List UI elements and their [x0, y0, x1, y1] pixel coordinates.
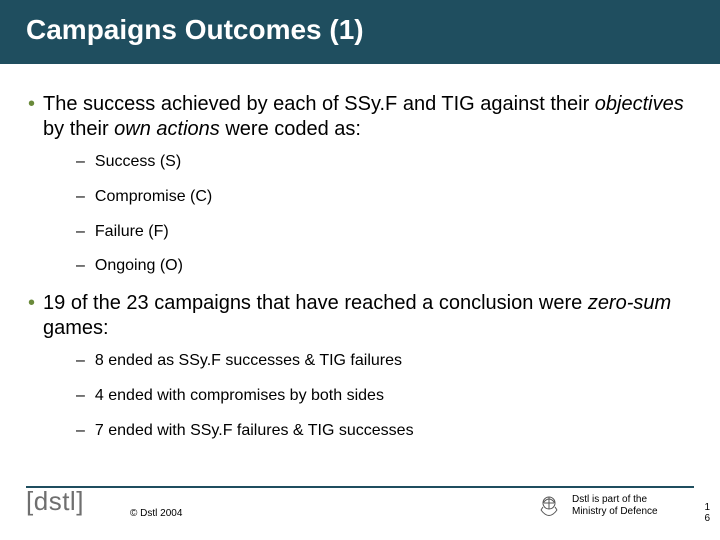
- sub-text: 8 ended as SSy.F successes & TIG failure…: [95, 351, 402, 372]
- bullet-level2: –Failure (F): [76, 222, 692, 243]
- slide-content: • The success achieved by each of SSy.F …: [0, 64, 720, 442]
- footer-note: Dstl is part of the Ministry of Defence: [572, 494, 682, 518]
- bullet-level2: –Compromise (C): [76, 187, 692, 208]
- dash-icon: –: [76, 421, 85, 442]
- text-run: games:: [43, 317, 109, 339]
- text-italic: zero-sum: [588, 292, 671, 314]
- bullet-text: The success achieved by each of SSy.F an…: [43, 92, 692, 142]
- dash-icon: –: [76, 222, 85, 243]
- bullet-level1: • The success achieved by each of SSy.F …: [28, 92, 692, 142]
- sub-text: Compromise (C): [95, 187, 212, 208]
- dash-icon: –: [76, 187, 85, 208]
- page-number: 1 6: [704, 502, 710, 524]
- footer: [dstl] © Dstl 2004 Dstl is part of the M…: [0, 486, 720, 534]
- bullet-level2: –Success (S): [76, 152, 692, 173]
- page-num-b: 6: [704, 513, 710, 524]
- sub-text: 7 ended with SSy.F failures & TIG succes…: [95, 421, 414, 442]
- footer-note-line: Ministry of Defence: [572, 506, 658, 517]
- title-band: Campaigns Outcomes (1): [0, 0, 720, 64]
- sub-text: Ongoing (O): [95, 256, 183, 277]
- footer-note-line: Dstl is part of the: [572, 494, 647, 505]
- bullet-level1: • 19 of the 23 campaigns that have reach…: [28, 291, 692, 341]
- dash-icon: –: [76, 386, 85, 407]
- dstl-logo: [dstl]: [26, 486, 84, 517]
- slide-title: Campaigns Outcomes (1): [26, 14, 700, 46]
- text-run: 19 of the 23 campaigns that have reached…: [43, 292, 588, 314]
- dash-icon: –: [76, 152, 85, 173]
- copyright-text: © Dstl 2004: [130, 508, 182, 519]
- bullet-text: 19 of the 23 campaigns that have reached…: [43, 291, 692, 341]
- sub-list: –8 ended as SSy.F successes & TIG failur…: [28, 351, 692, 441]
- text-italic: own actions: [114, 118, 220, 140]
- bullet-dot-icon: •: [28, 291, 35, 316]
- footer-divider: [26, 486, 694, 488]
- sub-text: Success (S): [95, 152, 181, 173]
- dash-icon: –: [76, 351, 85, 372]
- bullet-dot-icon: •: [28, 92, 35, 117]
- bullet-level2: –4 ended with compromises by both sides: [76, 386, 692, 407]
- text-run: The success achieved by each of SSy.F an…: [43, 93, 595, 115]
- bullet-level2: –7 ended with SSy.F failures & TIG succe…: [76, 421, 692, 442]
- text-run: by their: [43, 118, 114, 140]
- text-italic: objectives: [595, 93, 684, 115]
- bullet-level2: –8 ended as SSy.F successes & TIG failur…: [76, 351, 692, 372]
- dash-icon: –: [76, 256, 85, 277]
- sub-list: –Success (S) –Compromise (C) –Failure (F…: [28, 152, 692, 277]
- sub-text: 4 ended with compromises by both sides: [95, 386, 384, 407]
- page-num-a: 1: [704, 502, 710, 513]
- crest-icon: [533, 492, 565, 524]
- bullet-level2: –Ongoing (O): [76, 256, 692, 277]
- sub-text: Failure (F): [95, 222, 169, 243]
- text-run: were coded as:: [220, 118, 361, 140]
